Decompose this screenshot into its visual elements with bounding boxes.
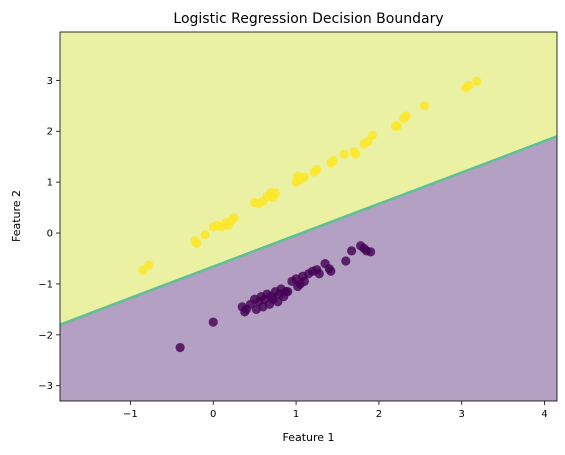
class-1-point [339, 149, 349, 159]
data-points [138, 76, 482, 353]
class-1-point [351, 149, 361, 159]
y-axis-ticks: −3 −2 −1 0 1 2 3 [38, 76, 60, 392]
y-tick-label: −1 [38, 279, 53, 290]
plot-area [59, 31, 558, 402]
class-0-point [341, 256, 351, 266]
class-0-point [175, 342, 185, 353]
class-0-region [60, 136, 557, 401]
y-axis-label: Feature 2 [10, 190, 23, 242]
x-tick-label: −1 [123, 409, 138, 420]
class-1-point [463, 80, 473, 91]
class-1-point [192, 238, 202, 248]
class-1-point [419, 101, 430, 111]
x-tick-label: 2 [376, 409, 382, 420]
x-axis-label: Feature 1 [282, 431, 334, 444]
class-1-point [472, 76, 482, 86]
x-tick-label: 0 [210, 409, 216, 420]
class-0-point [299, 276, 309, 286]
plot-frame [59, 31, 558, 402]
y-tick-label: 2 [47, 127, 53, 138]
class-0-point [283, 286, 293, 297]
class-1-point [392, 121, 402, 131]
class-1-point [367, 130, 377, 140]
x-tick-label: 1 [293, 409, 299, 420]
chart-title: Logistic Regression Decision Boundary [173, 11, 443, 27]
y-tick-label: 1 [47, 178, 53, 189]
class-1-point [144, 260, 154, 270]
class-1-point [299, 172, 309, 182]
x-tick-label: 4 [541, 409, 547, 420]
decision-boundary-line [59, 135, 558, 326]
class-1-point [312, 164, 322, 175]
y-tick-label: −3 [38, 381, 53, 392]
y-tick-label: 0 [47, 229, 53, 240]
class-0-point [208, 317, 218, 327]
class-1-point [200, 229, 210, 240]
y-tick-label: −2 [38, 330, 53, 341]
x-tick-label: 3 [459, 409, 465, 420]
class-0-point [346, 246, 357, 256]
class-0-point [314, 269, 324, 279]
class-1-point [229, 213, 239, 223]
class-0-point [366, 247, 376, 257]
class-1-point [328, 156, 338, 166]
class-1-point [401, 111, 411, 121]
x-axis-ticks: −1 0 1 2 3 4 [123, 401, 548, 420]
y-tick-label: 3 [47, 76, 53, 87]
class-1-point [270, 188, 280, 198]
class-0-point [326, 266, 336, 276]
